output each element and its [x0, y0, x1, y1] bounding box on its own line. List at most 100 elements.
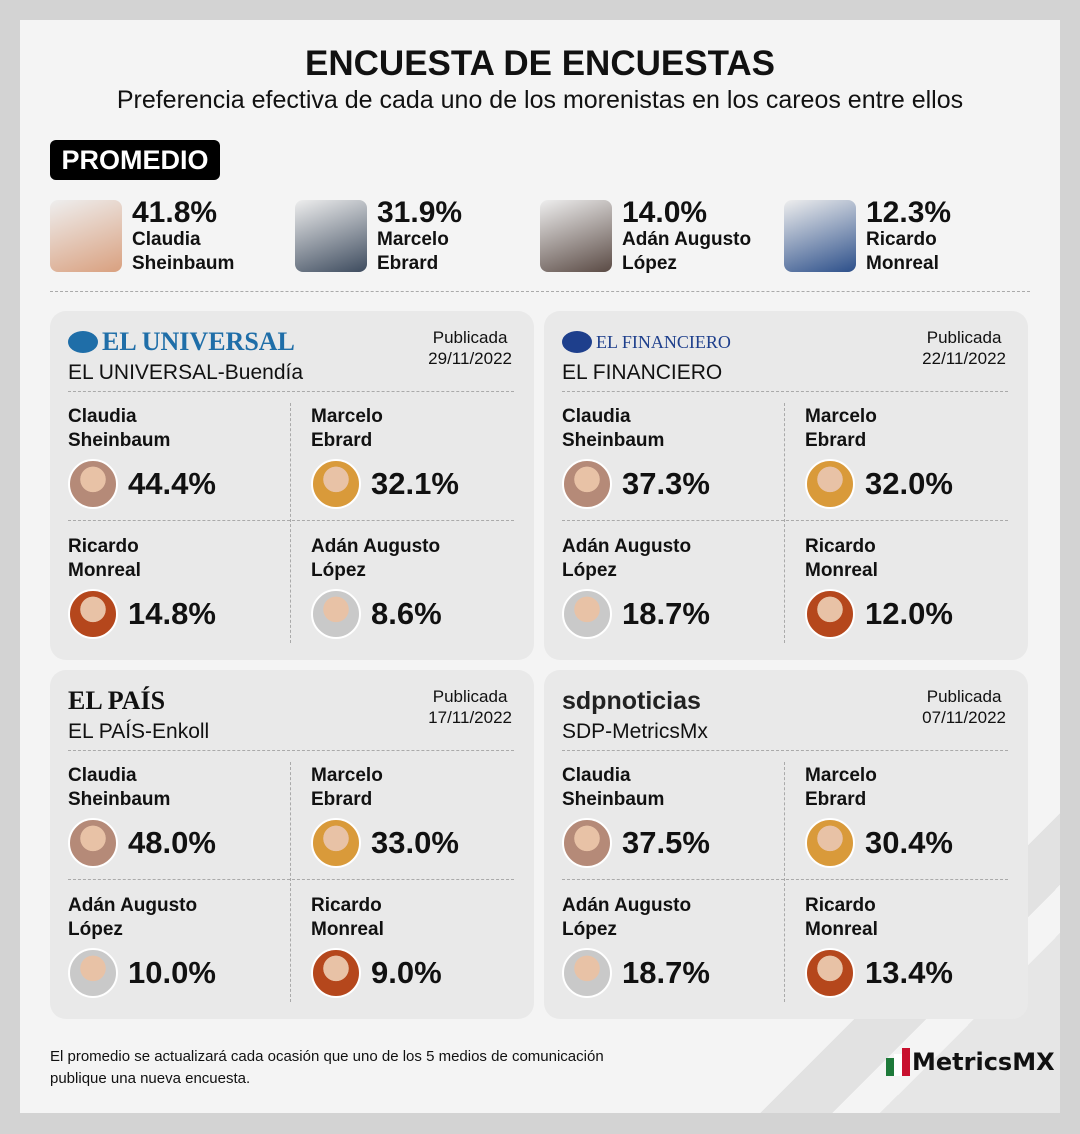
candidate-first-name: Marcelo [805, 406, 877, 427]
average-item: 31.9% Marcelo Ebrard [295, 198, 462, 276]
publication-date: Publicada 22/11/2022 [922, 327, 1006, 369]
candidate-result: Marcelo Ebrard 30.4% [805, 764, 1027, 886]
globe-icon [562, 331, 592, 353]
divider [68, 879, 514, 880]
globe-icon [68, 331, 98, 353]
published-label: Publicada [432, 328, 508, 347]
divider [562, 391, 1008, 392]
candidate-last-name: Sheinbaum [68, 430, 171, 451]
candidate-first-name: Marcelo [311, 406, 383, 427]
outlet-logo-text: EL UNIVERSAL [102, 327, 295, 356]
candidate-photo [50, 200, 122, 272]
poll-name: EL UNIVERSAL-Buendía [68, 361, 304, 384]
poll-card: EL PAÍS EL PAÍS-Enkoll Publicada 17/11/2022… [50, 670, 534, 1019]
result-percentage: 44.4% [128, 466, 216, 501]
result-row: 32.1% [311, 459, 533, 509]
result-row: 12.0% [805, 589, 1027, 639]
divider [290, 403, 291, 643]
result-row: 30.4% [805, 818, 1027, 868]
candidate-last-name: López [562, 560, 617, 581]
candidate-first-name: Marcelo [805, 765, 877, 786]
outlet-logo: EL FINANCIERO [562, 327, 731, 357]
candidate-last-name: Ebrard [311, 789, 373, 810]
candidate-last-name: Monreal [68, 560, 141, 581]
date: 07/11/2022 [922, 708, 1006, 727]
candidate-result: Claudia Sheinbaum 37.3% [562, 405, 784, 527]
candidate-first-name: Adán Augusto [68, 895, 198, 916]
footer-line: El promedio se actualizará cada ocasión … [50, 1048, 604, 1065]
footer-line: publique una nueva encuesta. [50, 1070, 251, 1087]
outlet-logo-text: EL FINANCIERO [596, 331, 731, 352]
result-percentage: 14.8% [128, 596, 216, 631]
average-percentage: 12.3% [866, 196, 952, 229]
candidate-result: Marcelo Ebrard 33.0% [311, 764, 533, 886]
divider [68, 520, 514, 521]
candidate-last-name: Monreal [805, 560, 878, 581]
poll-name: EL FINANCIERO [562, 361, 723, 384]
candidate-photo [805, 459, 855, 509]
result-percentage: 9.0% [371, 955, 442, 990]
candidate-photo [540, 200, 612, 272]
result-row: 18.7% [562, 948, 784, 998]
average-text: 12.3% Ricardo Monreal [866, 196, 952, 276]
candidate-last-name: López [562, 919, 617, 940]
result-row: 44.4% [68, 459, 290, 509]
divider [562, 750, 1008, 751]
publication-date: Publicada 17/11/2022 [428, 686, 512, 728]
candidate-photo [562, 948, 612, 998]
result-percentage: 33.0% [371, 825, 459, 860]
candidate-photo [295, 200, 367, 272]
candidate-last-name: Monreal [805, 919, 878, 940]
outlet-logo-text: EL PAÍS [68, 686, 166, 715]
poll-card: EL UNIVERSAL EL UNIVERSAL-Buendía Publicad… [50, 311, 534, 660]
result-percentage: 32.0% [865, 466, 953, 501]
candidate-result: Ricardo Monreal 14.8% [68, 535, 290, 657]
candidate-photo [562, 459, 612, 509]
candidate-result: Ricardo Monreal 9.0% [311, 894, 533, 1016]
outlet-logo-text: sdpnoticias [562, 686, 701, 715]
result-row: 37.5% [562, 818, 784, 868]
publication-date: Publicada 29/11/2022 [428, 327, 512, 369]
candidate-last-name: Monreal [311, 919, 384, 940]
infographic: ENCUESTA DE ENCUESTAS Preferencia efecti… [20, 20, 1060, 1113]
published-label: Publicada [926, 687, 1002, 706]
candidate-photo [311, 589, 361, 639]
candidate-result: Claudia Sheinbaum 37.5% [562, 764, 784, 886]
brand-name: MetricsMX [912, 1048, 1055, 1076]
candidate-photo [68, 589, 118, 639]
candidate-photo [562, 818, 612, 868]
result-row: 14.8% [68, 589, 290, 639]
candidate-last-name: Sheinbaum [132, 253, 235, 274]
result-percentage: 32.1% [371, 466, 459, 501]
candidate-last-name: Ebrard [805, 430, 867, 451]
average-item: 12.3% Ricardo Monreal [784, 196, 952, 276]
result-percentage: 10.0% [128, 955, 216, 990]
candidate-last-name: Ebrard [311, 430, 373, 451]
average-item: 14.0% Adán Augusto López [540, 198, 752, 276]
candidate-last-name: López [311, 560, 366, 581]
outlet-logo: EL PAÍS [68, 686, 165, 716]
result-percentage: 30.4% [865, 825, 953, 860]
candidate-photo [68, 459, 118, 509]
published-label: Publicada [432, 687, 508, 706]
candidate-photo [311, 818, 361, 868]
candidate-first-name: Adán Augusto [311, 536, 441, 557]
average-text: 31.9% Marcelo Ebrard [377, 198, 462, 276]
candidate-first-name: Claudia [562, 406, 631, 427]
candidate-last-name: Ebrard [377, 253, 439, 274]
publication-date: Publicada 07/11/2022 [922, 686, 1006, 728]
divider [562, 879, 1008, 880]
candidate-result: Ricardo Monreal 13.4% [805, 894, 1027, 1016]
published-label: Publicada [926, 328, 1002, 347]
candidate-first-name: Ricardo [68, 536, 139, 557]
result-row: 32.0% [805, 459, 1027, 509]
divider [50, 291, 1030, 292]
candidate-last-name: Monreal [866, 253, 939, 274]
poll-card: EL FINANCIERO EL FINANCIERO Publicada 22/11… [544, 311, 1028, 660]
candidate-photo [805, 818, 855, 868]
candidate-first-name: Ricardo [866, 229, 937, 250]
candidate-first-name: Adán Augusto [622, 229, 752, 250]
candidate-photo [68, 948, 118, 998]
result-percentage: 12.0% [865, 596, 953, 631]
result-row: 10.0% [68, 948, 290, 998]
